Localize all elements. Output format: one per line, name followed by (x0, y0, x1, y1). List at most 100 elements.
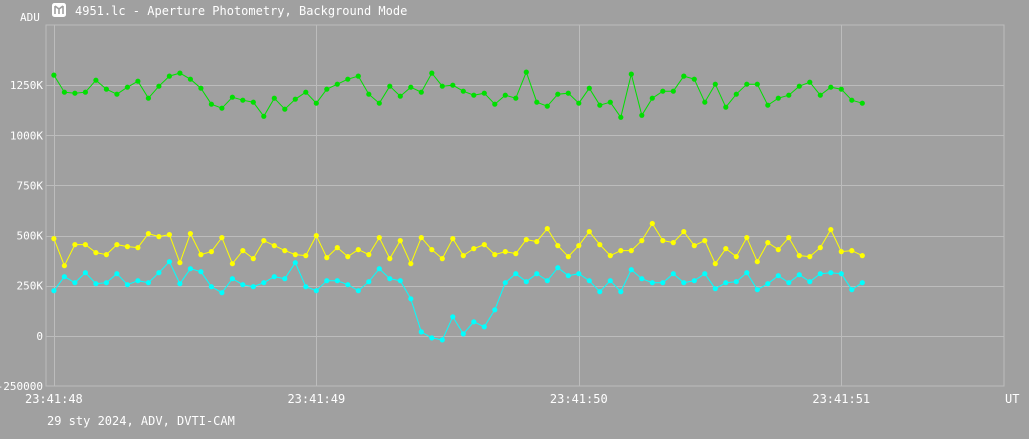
data-point (250, 99, 256, 105)
data-point (660, 238, 666, 244)
data-point (124, 244, 130, 250)
data-point (838, 271, 844, 277)
data-point (576, 243, 582, 249)
data-point (303, 284, 309, 290)
data-point (439, 337, 445, 343)
data-point (754, 81, 760, 87)
data-point (471, 246, 477, 252)
data-point (513, 95, 519, 101)
data-point (628, 71, 634, 77)
data-point (439, 83, 445, 89)
app-logo-icon (52, 3, 66, 17)
data-point (135, 78, 141, 84)
data-point (618, 289, 624, 295)
data-point (366, 91, 372, 97)
data-point (786, 92, 792, 98)
data-point (250, 256, 256, 262)
data-point (733, 279, 739, 285)
data-point (628, 248, 634, 254)
data-point (660, 88, 666, 94)
data-point (166, 259, 172, 265)
data-point (282, 106, 288, 112)
data-point (229, 276, 235, 282)
data-point (807, 254, 813, 260)
data-point (523, 69, 529, 75)
data-point (618, 114, 624, 120)
plot-frame (45, 24, 1005, 387)
data-point (744, 270, 750, 276)
data-point (229, 94, 235, 100)
data-point (796, 272, 802, 278)
data-point (408, 296, 414, 302)
data-point (177, 260, 183, 266)
data-point (460, 88, 466, 94)
x-tick-label: 23:41:48 (25, 392, 83, 406)
data-point (345, 76, 351, 82)
data-point (208, 284, 214, 290)
data-point (639, 238, 645, 244)
data-point (376, 266, 382, 272)
data-point (82, 242, 88, 248)
x-tick-label: 23:41:50 (550, 392, 608, 406)
data-point (366, 252, 372, 258)
data-point (93, 77, 99, 83)
data-point (523, 237, 529, 243)
data-point (586, 229, 592, 235)
data-point (723, 246, 729, 252)
data-point (366, 279, 372, 285)
data-point (345, 254, 351, 260)
data-point (744, 235, 750, 241)
data-point (649, 95, 655, 101)
data-point (712, 261, 718, 267)
chart-grid (45, 24, 1005, 387)
data-point (145, 95, 151, 101)
data-point (334, 278, 340, 284)
data-point (796, 253, 802, 259)
data-point (93, 250, 99, 256)
data-point (786, 235, 792, 241)
data-point (240, 248, 246, 254)
data-point (219, 235, 225, 241)
data-point (691, 243, 697, 249)
data-point (712, 286, 718, 292)
data-point (376, 100, 382, 106)
data-point (303, 253, 309, 259)
data-point (786, 280, 792, 286)
data-point (187, 76, 193, 82)
data-point (450, 314, 456, 320)
data-point (198, 252, 204, 258)
data-point (261, 280, 267, 286)
x-tick-label: 23:41:51 (812, 392, 870, 406)
data-point (849, 248, 855, 254)
data-point (807, 79, 813, 85)
data-point (576, 100, 582, 106)
data-point (135, 278, 141, 284)
y-axis-label: ADU (20, 11, 40, 24)
data-point (313, 233, 319, 239)
data-point (817, 271, 823, 277)
data-point (271, 243, 277, 249)
data-point (492, 307, 498, 313)
data-point (387, 276, 393, 282)
data-point (481, 324, 487, 330)
data-point (765, 281, 771, 287)
data-point (61, 263, 67, 269)
data-point (450, 82, 456, 88)
data-point (166, 73, 172, 79)
data-point (502, 280, 508, 286)
data-point (534, 239, 540, 245)
data-point (723, 280, 729, 286)
data-point (219, 105, 225, 111)
data-point (103, 252, 109, 258)
data-point (397, 238, 403, 244)
data-point (261, 238, 267, 244)
data-point (702, 271, 708, 277)
data-point (72, 90, 78, 96)
data-point (282, 248, 288, 254)
data-point (849, 97, 855, 103)
chart-series (51, 69, 865, 343)
data-point (859, 253, 865, 259)
data-point (492, 252, 498, 258)
data-point (838, 249, 844, 255)
data-point (240, 97, 246, 103)
